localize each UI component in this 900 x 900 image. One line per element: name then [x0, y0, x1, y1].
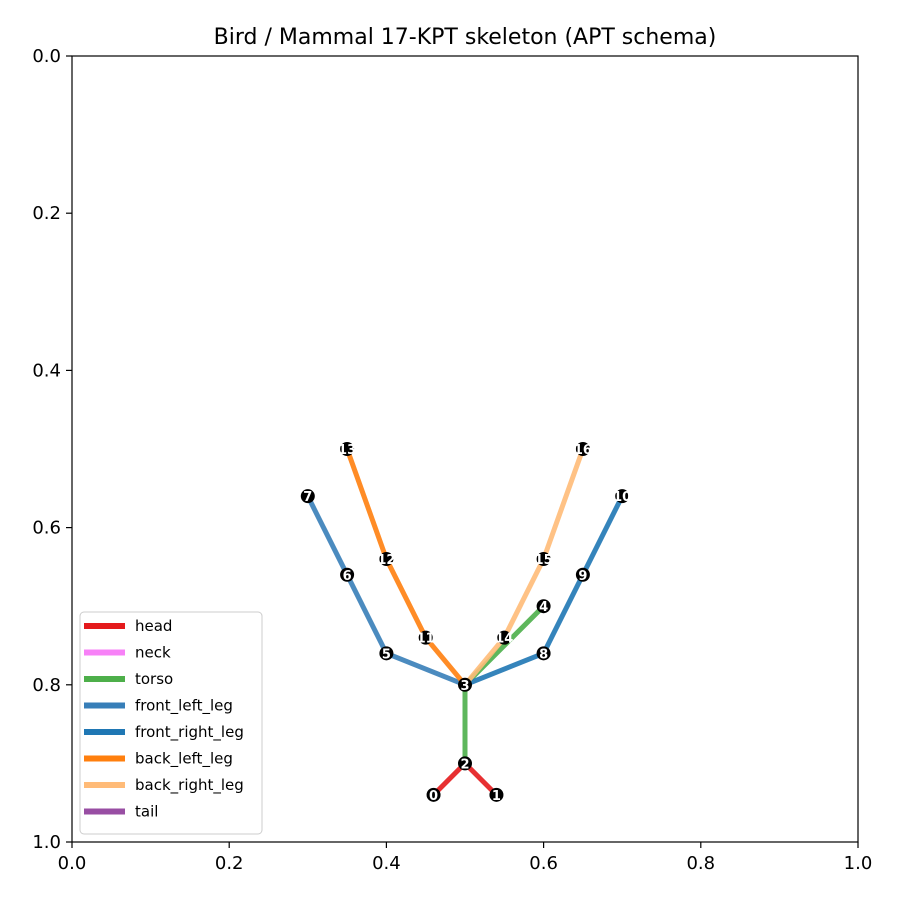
chart-title: Bird / Mammal 17-KPT skeleton (APT schem… [214, 25, 717, 50]
keypoint-14 [497, 630, 512, 645]
keypoint-3 [458, 677, 472, 692]
keypoint-12 [379, 552, 394, 567]
keypoint-8 [536, 646, 551, 661]
legend-label-neck: neck [135, 644, 171, 662]
keypoint-label-15: 15 [535, 553, 553, 568]
keypoint-label-4: 4 [539, 600, 548, 615]
keypoint-label-14: 14 [495, 632, 513, 647]
x-tick-label-3: 0.6 [529, 853, 558, 874]
y-tick-label-1: 0.2 [32, 203, 61, 224]
plot-frame [71, 55, 859, 843]
keypoint-13 [340, 442, 355, 456]
link-back_right_leg-0 [463, 636, 507, 687]
keypoint-7 [300, 489, 315, 504]
keypoint-0 [426, 787, 441, 802]
keypoint-10 [615, 489, 630, 504]
keypoint-5 [379, 646, 394, 661]
keypoint-label-5: 5 [382, 647, 391, 662]
x-tick-label-2: 0.4 [372, 853, 401, 874]
keypoint-label-6: 6 [343, 569, 352, 584]
keypoint-15 [536, 552, 551, 567]
legend-label-back_right_leg: back_right_leg [135, 776, 244, 795]
link-back_left_leg-1 [384, 557, 428, 639]
x-tick-label-0: 0.0 [58, 853, 87, 874]
link-front_left_leg-2 [305, 495, 350, 576]
link-front_right_leg-0 [464, 651, 545, 688]
link-back_left_leg-0 [423, 636, 467, 687]
keypoint-label-0: 0 [429, 789, 438, 804]
keypoint-1 [489, 787, 504, 802]
keypoint-label-8: 8 [539, 647, 548, 662]
keypoint-9 [575, 567, 590, 582]
y-tick-label-3: 0.6 [32, 518, 61, 539]
keypoint-label-7: 7 [303, 490, 312, 505]
keypoint-label-2: 2 [460, 757, 469, 772]
legend-label-head: head [135, 617, 172, 635]
legend-label-front_left_leg: front_left_leg [135, 697, 233, 716]
legend-label-front_right_leg: front_right_leg [135, 723, 244, 742]
legend: head neck torso front_left_leg front_right_l… [79, 611, 263, 835]
x-tick-label-4: 0.8 [686, 853, 715, 874]
keypoint-4 [536, 599, 551, 614]
link-head-1 [463, 761, 499, 797]
keypoint-label-3: 3 [460, 679, 469, 694]
keypoint-label-13: 13 [338, 443, 356, 458]
link-back_right_leg-2 [541, 448, 586, 560]
legend-label-back_left_leg: back_left_leg [135, 750, 233, 769]
x-tick-label-1: 0.2 [215, 853, 244, 874]
keypoint-11 [418, 630, 433, 645]
link-front_left_leg-1 [344, 573, 389, 655]
keypoint-label-9: 9 [578, 569, 587, 584]
y-tick-label-5: 1.0 [32, 832, 61, 853]
x-tick-label-5: 1.0 [844, 853, 873, 874]
link-head-0 [431, 761, 467, 797]
link-back_left_leg-2 [344, 448, 389, 560]
y-tick-label-0: 0.0 [32, 46, 61, 67]
legend-box [79, 611, 263, 835]
legend-label-torso: torso [135, 670, 173, 688]
link-front_left_leg-0 [385, 651, 466, 688]
keypoint-6 [340, 567, 355, 582]
keypoint-label-1: 1 [492, 789, 501, 804]
x-axis: 0.0 0.2 0.4 0.6 0.8 1.0 [58, 842, 873, 874]
y-tick-label-4: 0.8 [32, 675, 61, 696]
link-front_right_leg-2 [580, 495, 625, 576]
keypoint-label-10: 10 [613, 490, 631, 505]
skeleton-links [305, 448, 625, 797]
keypoint-2 [458, 756, 472, 771]
y-tick-label-2: 0.4 [32, 360, 61, 381]
link-back_right_leg-1 [502, 557, 546, 639]
legend-label-tail: tail [135, 803, 158, 821]
y-axis: 0.0 0.2 0.4 0.6 0.8 1.0 [32, 46, 72, 853]
link-front_right_leg-1 [541, 573, 586, 655]
keypoint-label-11: 11 [417, 632, 435, 647]
keypoint-label-12: 12 [377, 553, 395, 568]
keypoint-label-16: 16 [574, 443, 592, 458]
keypoint-16 [575, 442, 590, 456]
